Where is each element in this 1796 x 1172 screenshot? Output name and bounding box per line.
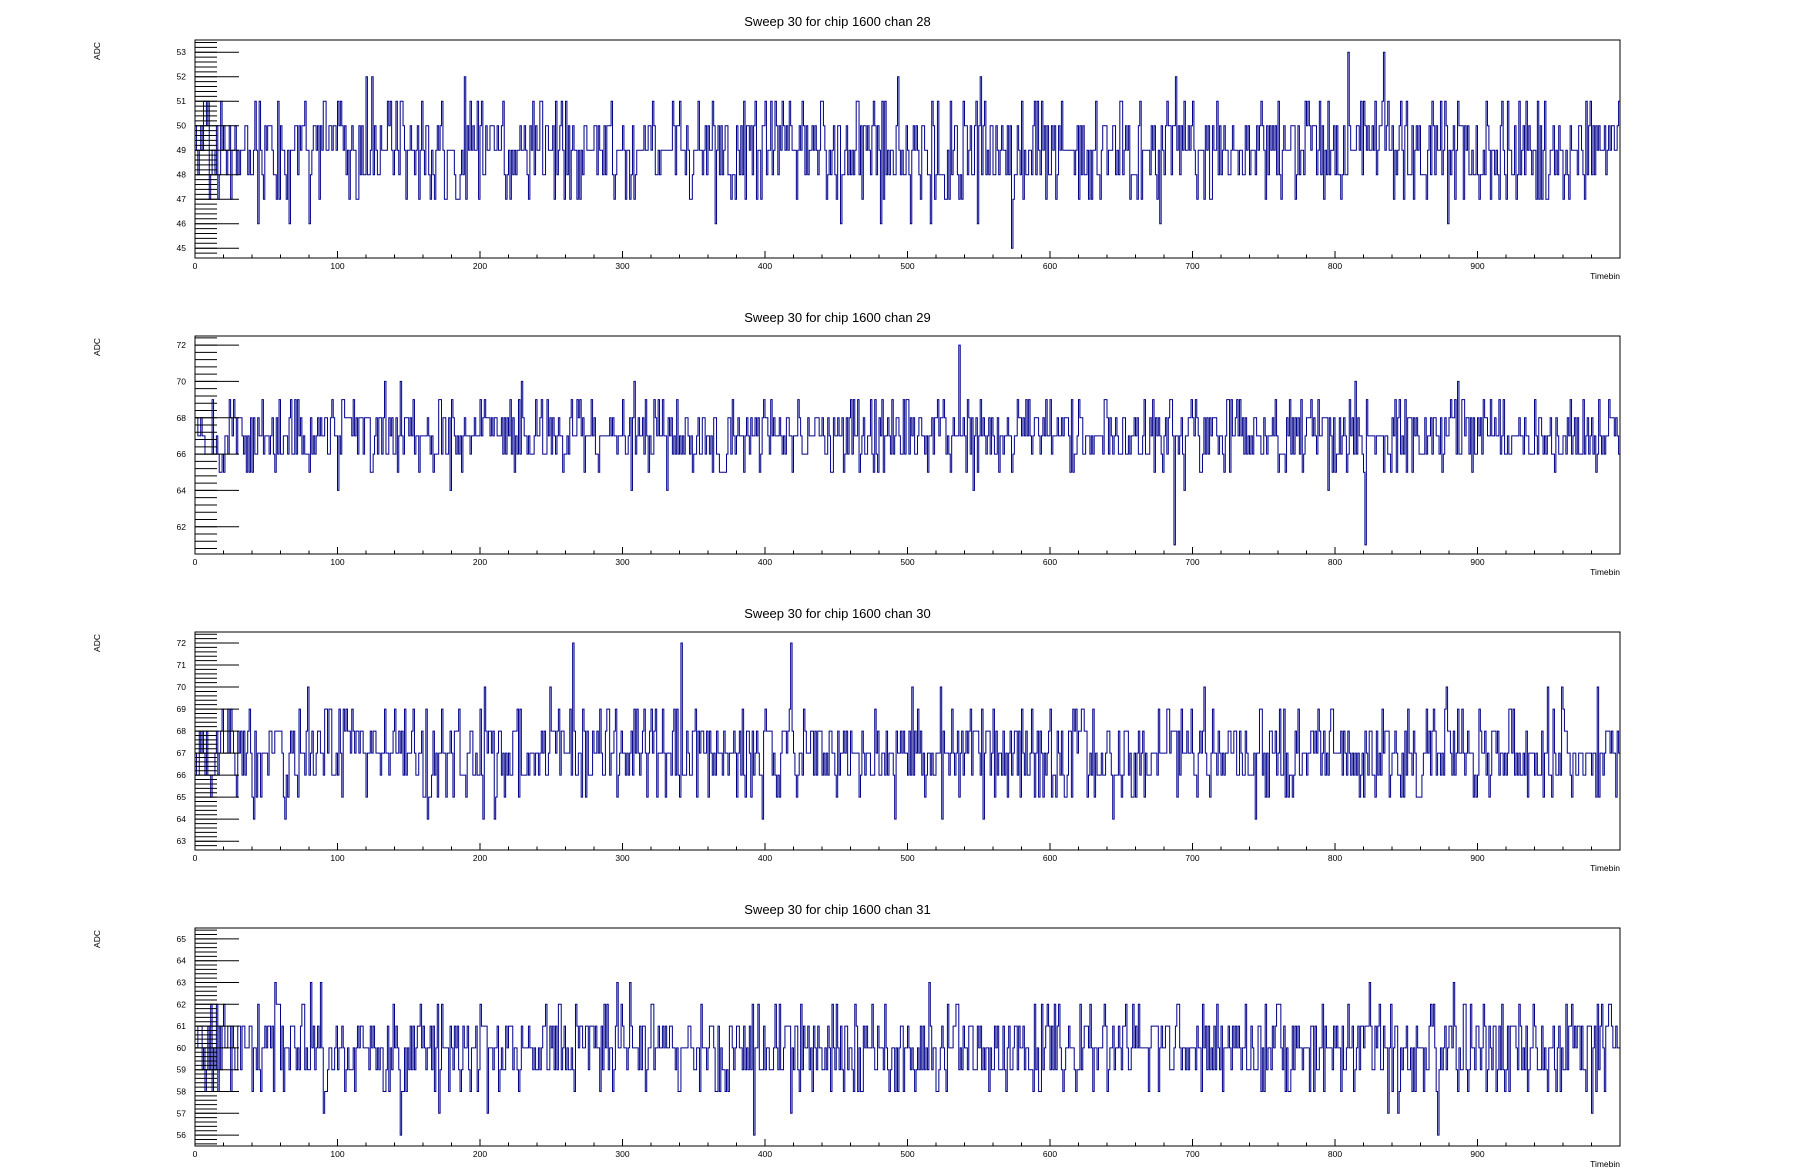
y-tick-label: 68 <box>177 413 187 423</box>
x-tick-label: 700 <box>1185 557 1199 567</box>
x-tick-label: 200 <box>473 853 487 863</box>
y-axis-label: ADC <box>92 42 102 60</box>
y-tick-label: 70 <box>177 682 187 692</box>
x-tick-label: 400 <box>758 853 772 863</box>
y-tick-label: 47 <box>177 194 187 204</box>
y-tick-label: 53 <box>177 47 187 57</box>
x-tick-label: 900 <box>1470 261 1484 271</box>
x-tick-label: 600 <box>1043 261 1057 271</box>
x-tick-label: 0 <box>193 557 198 567</box>
x-tick-label: 100 <box>330 1149 344 1159</box>
y-tick-label: 70 <box>177 376 187 386</box>
y-tick-label: 69 <box>177 704 187 714</box>
x-tick-label: 600 <box>1043 853 1057 863</box>
y-tick-label: 68 <box>177 726 187 736</box>
series-line <box>195 51 1620 249</box>
y-tick-label: 60 <box>177 1043 187 1053</box>
y-tick-label: 64 <box>177 956 187 966</box>
y-tick-label: 66 <box>177 770 187 780</box>
y-tick-label: 56 <box>177 1130 187 1140</box>
x-tick-label: 100 <box>330 261 344 271</box>
y-tick-label: 64 <box>177 485 187 495</box>
x-tick-label: 100 <box>330 557 344 567</box>
x-tick-label: 300 <box>615 1149 629 1159</box>
chart-panel-0: Sweep 30 for chip 1600 chan 28 ADC Timebin… <box>92 14 1621 281</box>
y-tick-label: 63 <box>177 836 187 846</box>
x-tick-label: 300 <box>615 853 629 863</box>
x-axis-label: Timebin <box>1590 1159 1620 1169</box>
x-tick-label: 0 <box>193 261 198 271</box>
x-tick-label: 500 <box>900 261 914 271</box>
x-tick-label: 900 <box>1470 557 1484 567</box>
y-tick-label: 50 <box>177 121 187 131</box>
y-tick-label: 72 <box>177 340 187 350</box>
x-tick-label: 800 <box>1328 853 1342 863</box>
y-tick-label: 65 <box>177 934 187 944</box>
x-tick-label: 200 <box>473 261 487 271</box>
y-tick-label: 67 <box>177 748 187 758</box>
x-tick-label: 700 <box>1185 1149 1199 1159</box>
y-tick-label: 57 <box>177 1108 187 1118</box>
x-tick-label: 400 <box>758 1149 772 1159</box>
x-tick-label: 800 <box>1328 1149 1342 1159</box>
y-tick-label: 49 <box>177 145 187 155</box>
chart-title: Sweep 30 for chip 1600 chan 31 <box>744 902 930 917</box>
y-tick-label: 51 <box>177 96 187 106</box>
y-tick-label: 65 <box>177 792 187 802</box>
series-line <box>195 982 1620 1136</box>
y-tick-label: 72 <box>177 638 187 648</box>
y-tick-label: 63 <box>177 978 187 988</box>
y-axis-label: ADC <box>92 338 102 356</box>
x-tick-label: 500 <box>900 1149 914 1159</box>
x-tick-label: 400 <box>758 261 772 271</box>
y-axis-label: ADC <box>92 930 102 948</box>
x-tick-label: 700 <box>1185 853 1199 863</box>
x-tick-label: 200 <box>473 1149 487 1159</box>
x-tick-label: 300 <box>615 557 629 567</box>
x-tick-label: 100 <box>330 853 344 863</box>
x-tick-label: 0 <box>193 853 198 863</box>
y-tick-label: 71 <box>177 660 187 670</box>
y-tick-label: 48 <box>177 170 187 180</box>
y-tick-label: 62 <box>177 522 187 532</box>
y-tick-label: 45 <box>177 243 187 253</box>
x-tick-label: 900 <box>1470 1149 1484 1159</box>
x-tick-label: 0 <box>193 1149 198 1159</box>
series-line <box>195 642 1620 820</box>
chart-title: Sweep 30 for chip 1600 chan 30 <box>744 606 930 621</box>
chart-panel-1: Sweep 30 for chip 1600 chan 29 ADC Timebin… <box>92 310 1621 577</box>
y-tick-label: 46 <box>177 219 187 229</box>
chart-title: Sweep 30 for chip 1600 chan 29 <box>744 310 930 325</box>
x-tick-label: 600 <box>1043 557 1057 567</box>
x-tick-label: 400 <box>758 557 772 567</box>
x-tick-label: 800 <box>1328 261 1342 271</box>
y-tick-label: 52 <box>177 72 187 82</box>
chart-panel-3: Sweep 30 for chip 1600 chan 31 ADC Timebin… <box>92 902 1621 1169</box>
y-tick-label: 59 <box>177 1065 187 1075</box>
x-tick-label: 800 <box>1328 557 1342 567</box>
y-tick-label: 66 <box>177 449 187 459</box>
y-axis-label: ADC <box>92 634 102 652</box>
x-tick-label: 700 <box>1185 261 1199 271</box>
x-tick-label: 200 <box>473 557 487 567</box>
x-axis-label: Timebin <box>1590 863 1620 873</box>
x-tick-label: 600 <box>1043 1149 1057 1159</box>
y-tick-label: 64 <box>177 814 187 824</box>
series-line <box>195 344 1620 546</box>
y-tick-label: 61 <box>177 1021 187 1031</box>
x-axis-label: Timebin <box>1590 271 1620 281</box>
y-tick-label: 62 <box>177 999 187 1009</box>
x-tick-label: 500 <box>900 557 914 567</box>
x-axis-label: Timebin <box>1590 567 1620 577</box>
chart-panel-2: Sweep 30 for chip 1600 chan 30 ADC Timebin… <box>92 606 1621 873</box>
chart-title: Sweep 30 for chip 1600 chan 28 <box>744 14 930 29</box>
x-tick-label: 500 <box>900 853 914 863</box>
x-tick-label: 900 <box>1470 853 1484 863</box>
y-tick-label: 58 <box>177 1087 187 1097</box>
x-tick-label: 300 <box>615 261 629 271</box>
